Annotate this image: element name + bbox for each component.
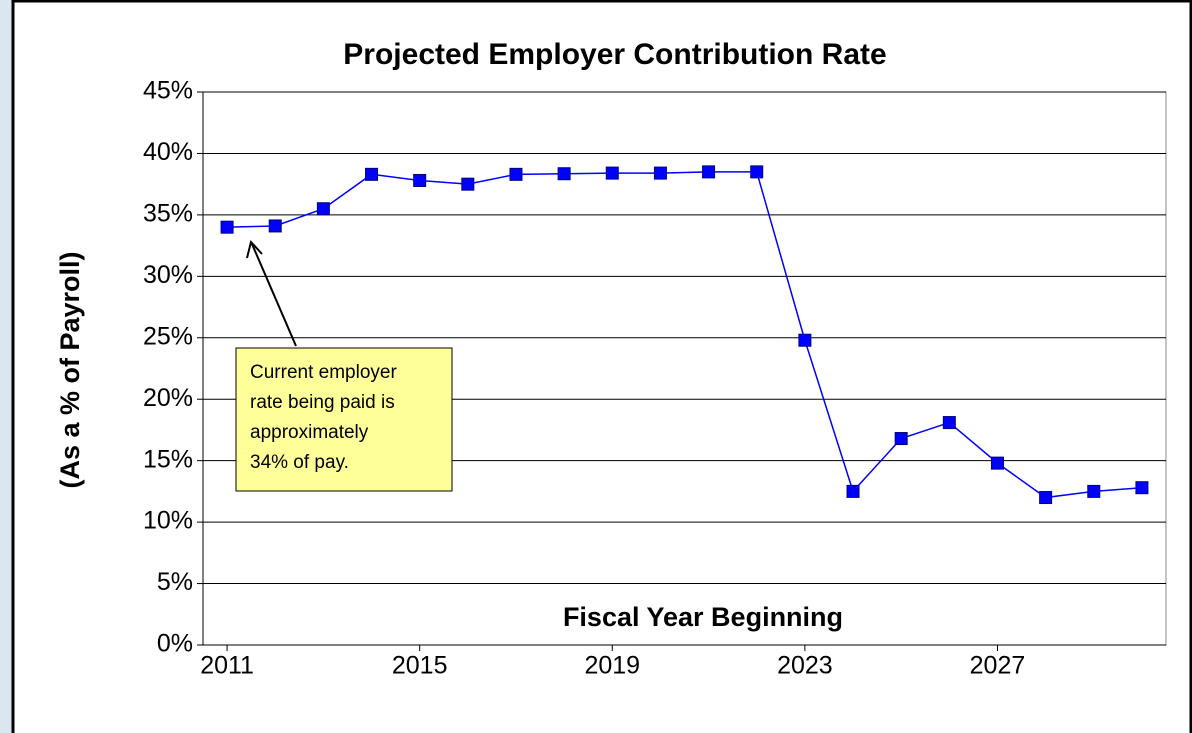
y-tick-label: 45% — [143, 77, 193, 105]
annotation-text: 34% of pay. — [250, 452, 349, 473]
data-point — [894, 432, 908, 446]
frame — [11, 0, 1192, 733]
x-tick-label: 2011 — [200, 652, 254, 680]
data-point — [509, 167, 523, 181]
data-point — [702, 165, 716, 179]
data-point — [942, 416, 956, 430]
data-point — [461, 177, 475, 191]
x-tick-label: 2023 — [777, 652, 833, 680]
annotation-arrow — [251, 243, 297, 347]
y-tick-label: 40% — [143, 138, 193, 166]
data-point — [990, 456, 1004, 470]
annotation-box — [235, 347, 453, 492]
annotation-text: approximately — [250, 422, 369, 443]
annotation-arrowhead — [246, 239, 263, 259]
data-point — [220, 220, 234, 234]
data-point — [1135, 481, 1149, 495]
data-point — [605, 166, 619, 180]
data-point — [798, 333, 812, 347]
series-line — [227, 171, 1142, 499]
data-point — [653, 166, 667, 180]
y-tick-label: 35% — [143, 199, 193, 227]
y-tick-label: 30% — [143, 261, 193, 289]
data-point — [365, 167, 379, 181]
data-point — [1039, 491, 1053, 505]
x-tick-label: 2019 — [584, 652, 640, 680]
y-tick-label: 10% — [143, 507, 193, 535]
x-axis-label: Fiscal Year Beginning — [563, 602, 843, 632]
data-point — [557, 167, 571, 181]
y-tick-label: 5% — [157, 568, 193, 596]
y-tick-label: 0% — [157, 630, 193, 658]
chart-title: Projected Employer Contribution Rate — [343, 38, 886, 71]
x-tick-label: 2015 — [392, 652, 448, 680]
data-point — [1087, 484, 1101, 498]
annotation-text: Current employer — [250, 362, 397, 383]
data-point — [413, 173, 427, 187]
data-point — [268, 219, 282, 233]
data-point — [316, 202, 330, 216]
y-tick-label: 20% — [143, 384, 193, 412]
y-tick-label: 15% — [143, 445, 193, 473]
y-tick-label: 25% — [143, 322, 193, 350]
y-axis-label: (As a % of Payroll) — [55, 251, 85, 488]
data-point — [750, 165, 764, 179]
annotation-text: rate being paid is — [250, 392, 395, 413]
data-point — [846, 484, 860, 498]
x-tick-label: 2027 — [970, 652, 1026, 680]
